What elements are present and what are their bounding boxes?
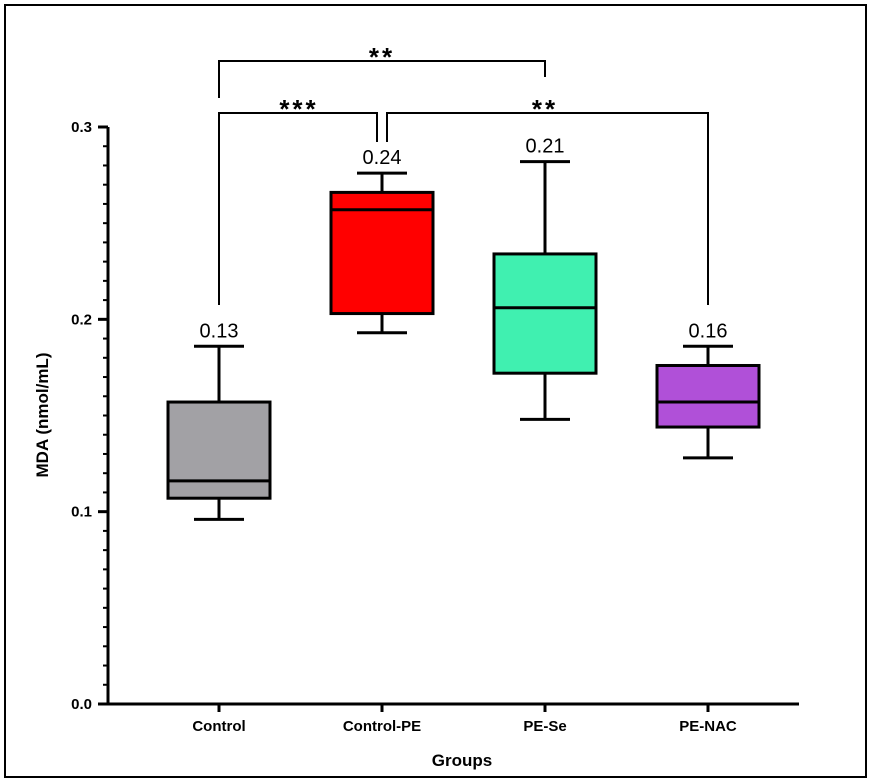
- y-tick-label: 0.0: [71, 696, 92, 713]
- labels: Groups MDA (nmol/mL) 0.0 0.1 0.2 0.3 Control…: [33, 119, 737, 770]
- box-pe-nac: [655, 363, 761, 429]
- y-tick-label: 0.1: [71, 504, 92, 521]
- axes: [98, 125, 799, 712]
- figure-border: [4, 4, 867, 778]
- mean-value-label: 0.13: [200, 320, 239, 342]
- y-tick-label: 0.3: [71, 119, 92, 136]
- box-control-pe: [329, 190, 435, 316]
- y-tick-label: 0.2: [71, 311, 92, 328]
- significance-label: **: [369, 42, 395, 72]
- significance-brackets: ***** **: [218, 42, 709, 305]
- significance-bracket: [386, 112, 709, 305]
- y-axis-title: MDA (nmol/mL): [33, 353, 52, 478]
- x-tick-label: Control-PE: [343, 718, 421, 735]
- x-axis-title: Groups: [432, 751, 492, 770]
- x-tick-label: Control: [192, 718, 245, 735]
- mean-value-label: 0.16: [689, 320, 728, 342]
- box-control: [166, 400, 272, 500]
- box-pe-se: [492, 252, 598, 375]
- mean-value-label: 0.24: [363, 147, 402, 169]
- x-tick-label: PE-Se: [523, 718, 566, 735]
- mean-value-label: 0.21: [526, 136, 565, 158]
- significance-bracket: [218, 60, 546, 98]
- significance-bracket: [218, 112, 378, 305]
- significance-label: **: [532, 94, 558, 124]
- x-tick-label: PE-NAC: [679, 718, 737, 735]
- significance-label: ***: [279, 94, 318, 124]
- box-plot-series: [166, 160, 761, 521]
